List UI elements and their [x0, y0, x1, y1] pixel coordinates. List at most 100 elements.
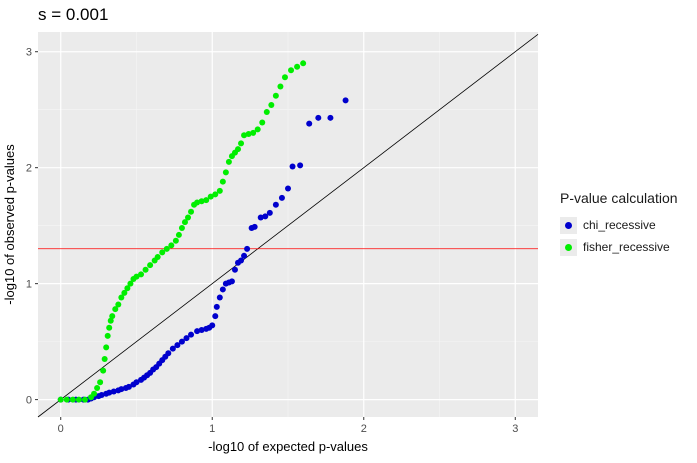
data-point-chi_recessive	[257, 214, 264, 221]
data-point-fisher_recessive	[106, 324, 113, 331]
data-point-chi_recessive	[289, 163, 296, 170]
data-point-fisher_recessive	[300, 60, 307, 67]
data-point-fisher_recessive	[185, 214, 191, 221]
data-point-chi_recessive	[125, 383, 132, 390]
data-point-chi_recessive	[231, 266, 238, 273]
data-point-fisher_recessive	[75, 396, 82, 403]
data-point-fisher_recessive	[104, 332, 111, 339]
data-point-fisher_recessive	[115, 301, 122, 308]
data-point-fisher_recessive	[194, 199, 201, 206]
data-point-fisher_recessive	[238, 140, 245, 147]
data-point-chi_recessive	[213, 303, 220, 310]
data-point-fisher_recessive	[109, 313, 116, 320]
reference-lines	[37, 34, 539, 418]
data-point-chi_recessive	[216, 294, 223, 301]
y-tick-label: 1	[26, 279, 32, 291]
data-point-chi_recessive	[98, 391, 105, 398]
data-point-chi_recessive	[272, 201, 279, 208]
data-point-fisher_recessive	[127, 280, 134, 287]
diagonal-reference-line	[37, 34, 539, 418]
data-point-fisher_recessive	[178, 224, 185, 231]
y-tick-label: 2	[26, 163, 32, 175]
data-points	[57, 60, 349, 403]
data-point-chi_recessive	[169, 345, 176, 352]
data-point-chi_recessive	[315, 114, 322, 121]
data-point-chi_recessive	[278, 194, 285, 201]
data-point-fisher_recessive	[103, 344, 110, 351]
data-point-fisher_recessive	[225, 158, 232, 165]
data-point-fisher_recessive	[172, 237, 179, 244]
data-point-fisher_recessive	[212, 191, 219, 198]
data-point-fisher_recessive	[101, 356, 108, 363]
data-point-chi_recessive	[212, 313, 219, 320]
data-point-fisher_recessive	[118, 294, 125, 301]
legend-label: chi_recessive	[583, 218, 656, 232]
data-point-fisher_recessive	[181, 219, 188, 226]
data-point-fisher_recessive	[277, 83, 284, 90]
x-tick-label: 1	[209, 423, 215, 435]
data-point-fisher_recessive	[163, 245, 170, 252]
legend-title: P-value calculation	[560, 190, 678, 206]
data-point-chi_recessive	[244, 245, 251, 252]
data-point-fisher_recessive	[259, 119, 266, 126]
data-point-chi_recessive	[106, 389, 113, 396]
data-point-fisher_recessive	[124, 285, 131, 292]
legend: P-value calculation chi_recessive fisher…	[560, 190, 678, 258]
data-point-chi_recessive	[209, 322, 216, 329]
data-point-fisher_recessive	[100, 367, 107, 374]
data-point-chi_recessive	[165, 350, 172, 357]
data-point-fisher_recessive	[63, 396, 70, 403]
legend-item-chi-recessive: chi_recessive	[560, 214, 678, 236]
data-point-chi_recessive	[228, 278, 235, 285]
data-point-fisher_recessive	[107, 317, 114, 324]
x-tick-label: 0	[58, 423, 64, 435]
data-point-fisher_recessive	[69, 396, 76, 403]
data-point-fisher_recessive	[81, 396, 88, 403]
data-point-chi_recessive	[198, 327, 205, 334]
data-point-fisher_recessive	[133, 273, 140, 280]
data-point-fisher_recessive	[216, 187, 223, 194]
data-point-fisher_recessive	[294, 63, 301, 70]
data-point-fisher_recessive	[250, 129, 257, 136]
data-point-fisher_recessive	[235, 146, 241, 153]
legend-dot-chi-recessive	[565, 221, 572, 229]
data-point-chi_recessive	[178, 338, 185, 345]
legend-label: fisher_recessive	[583, 240, 670, 254]
legend-item-fisher-recessive: fisher_recessive	[560, 236, 678, 258]
y-axis-title: -log10 of observed p-values	[2, 144, 17, 305]
data-point-fisher_recessive	[57, 396, 64, 403]
data-point-chi_recessive	[183, 335, 190, 342]
data-point-chi_recessive	[241, 252, 248, 259]
data-point-chi_recessive	[327, 114, 334, 121]
data-point-fisher_recessive	[219, 178, 226, 185]
axes: 0 1 2 3 0 1 2 3 -log10 of expected p-values -log1…	[2, 47, 518, 454]
data-point-fisher_recessive	[188, 208, 195, 215]
data-point-fisher_recessive	[112, 306, 119, 313]
data-point-fisher_recessive	[138, 271, 145, 278]
y-tick-label: 0	[26, 395, 32, 407]
data-point-fisher_recessive	[268, 102, 275, 109]
data-point-fisher_recessive	[281, 74, 288, 81]
legend-key	[560, 238, 577, 256]
data-point-chi_recessive	[133, 379, 140, 386]
data-point-fisher_recessive	[207, 193, 214, 200]
data-point-fisher_recessive	[198, 198, 205, 205]
x-axis-title: -log10 of expected p-values	[208, 439, 368, 454]
data-point-fisher_recessive	[245, 131, 252, 138]
data-point-fisher_recessive	[94, 385, 101, 392]
data-point-fisher_recessive	[142, 266, 149, 273]
data-point-chi_recessive	[118, 386, 125, 393]
grid-lines	[38, 32, 538, 417]
data-point-fisher_recessive	[159, 249, 166, 256]
data-point-chi_recessive	[342, 97, 349, 104]
data-point-fisher_recessive	[222, 169, 229, 176]
data-point-chi_recessive	[251, 223, 258, 230]
data-point-fisher_recessive	[254, 126, 261, 133]
data-point-fisher_recessive	[263, 109, 270, 116]
data-point-chi_recessive	[188, 331, 195, 338]
data-point-chi_recessive	[194, 328, 201, 335]
data-point-fisher_recessive	[121, 289, 128, 296]
legend-key	[560, 216, 577, 234]
chart-title: s = 0.001	[38, 5, 109, 24]
